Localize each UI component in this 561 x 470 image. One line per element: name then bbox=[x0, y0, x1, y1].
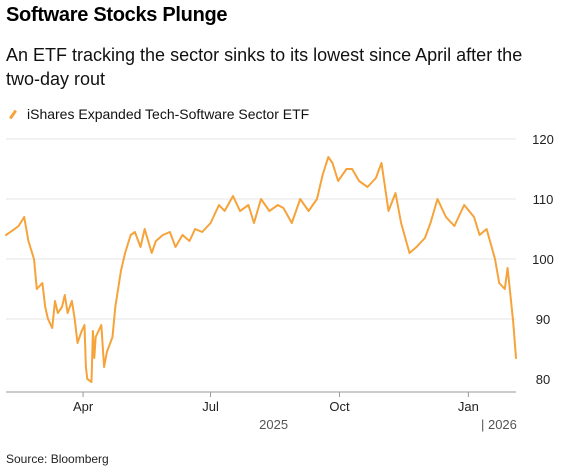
y-tick-label-80: 80 bbox=[536, 372, 550, 387]
year-label-2025: 2025 bbox=[259, 417, 288, 432]
x-tick-label-apr: Apr bbox=[73, 399, 94, 414]
source-note: Source: Bloomberg bbox=[6, 452, 109, 466]
series-line-0 bbox=[5, 156, 517, 383]
x-tick-label-jul: Jul bbox=[202, 399, 219, 414]
x-tick-label-jan: Jan bbox=[458, 399, 479, 414]
y-tick-label-100: 100 bbox=[532, 252, 554, 267]
x-tick-label-oct: Oct bbox=[329, 399, 350, 414]
year-label-2026: | 2026 bbox=[481, 417, 517, 432]
chart-title: Software Stocks Plunge bbox=[6, 4, 228, 26]
y-tick-label-90: 90 bbox=[536, 312, 550, 327]
y-tick-label-110: 110 bbox=[533, 192, 554, 207]
chart-subtitle: An ETF tracking the sector sinks to its … bbox=[6, 45, 523, 89]
legend-label: iShares Expanded Tech-Software Sector ET… bbox=[27, 106, 310, 122]
y-tick-label-120: 120 bbox=[532, 132, 554, 147]
legend: iShares Expanded Tech-Software Sector ET… bbox=[6, 105, 309, 123]
